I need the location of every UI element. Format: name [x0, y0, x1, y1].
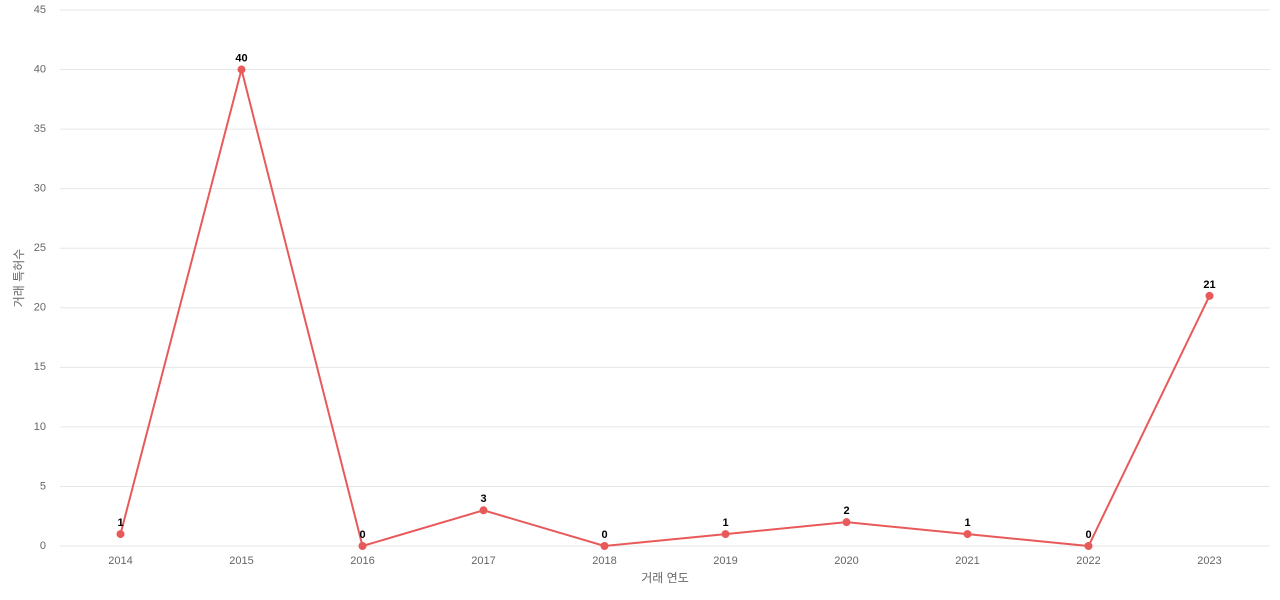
y-tick-label: 15 — [34, 361, 46, 373]
point — [721, 530, 730, 539]
x-tick-label: 2022 — [1076, 555, 1100, 567]
y-tick-label: 45 — [34, 4, 46, 16]
data-label: 3 — [480, 493, 486, 505]
line — [119, 69, 1211, 548]
point — [479, 506, 488, 515]
data-label: 1 — [964, 517, 970, 529]
point — [237, 65, 246, 74]
point — [963, 530, 972, 539]
x-axis-title: 거래 연도 — [641, 571, 689, 585]
x-tick-label: 2021 — [955, 555, 979, 567]
data-label: 21 — [1203, 279, 1215, 291]
x-tick-label: 2019 — [713, 555, 737, 567]
point — [842, 518, 851, 527]
data-label: 1 — [117, 517, 123, 529]
y-tick-label: 40 — [34, 63, 46, 75]
x-tick-label: 2017 — [471, 555, 495, 567]
data-label: 1 — [722, 517, 728, 529]
x-tick-label: 2023 — [1197, 555, 1221, 567]
y-tick-label: 20 — [34, 302, 46, 314]
point — [1084, 542, 1093, 550]
x-tick-label: 2015 — [229, 555, 253, 567]
point — [1205, 291, 1214, 300]
point — [600, 542, 609, 550]
y-axis-title: 거래 특허수 — [12, 249, 26, 308]
point — [358, 542, 367, 550]
data-label: 2 — [843, 505, 849, 517]
data-label: 0 — [601, 529, 607, 541]
y-tick-label: 25 — [34, 242, 46, 254]
x-tick-label: 2014 — [108, 555, 132, 567]
x-tick-label: 2016 — [350, 555, 374, 567]
y-tick-label: 0 — [40, 540, 46, 552]
x-tick-label: 2020 — [834, 555, 858, 567]
data-label: 40 — [235, 52, 247, 64]
y-tick-label: 10 — [34, 421, 46, 433]
data-label: 0 — [1085, 529, 1091, 541]
point — [116, 530, 125, 539]
y-tick-label: 35 — [34, 123, 46, 135]
data-label: 0 — [359, 529, 365, 541]
y-tick-label: 5 — [40, 480, 46, 492]
x-tick-label: 2018 — [592, 555, 616, 567]
y-tick-label: 30 — [34, 183, 46, 195]
